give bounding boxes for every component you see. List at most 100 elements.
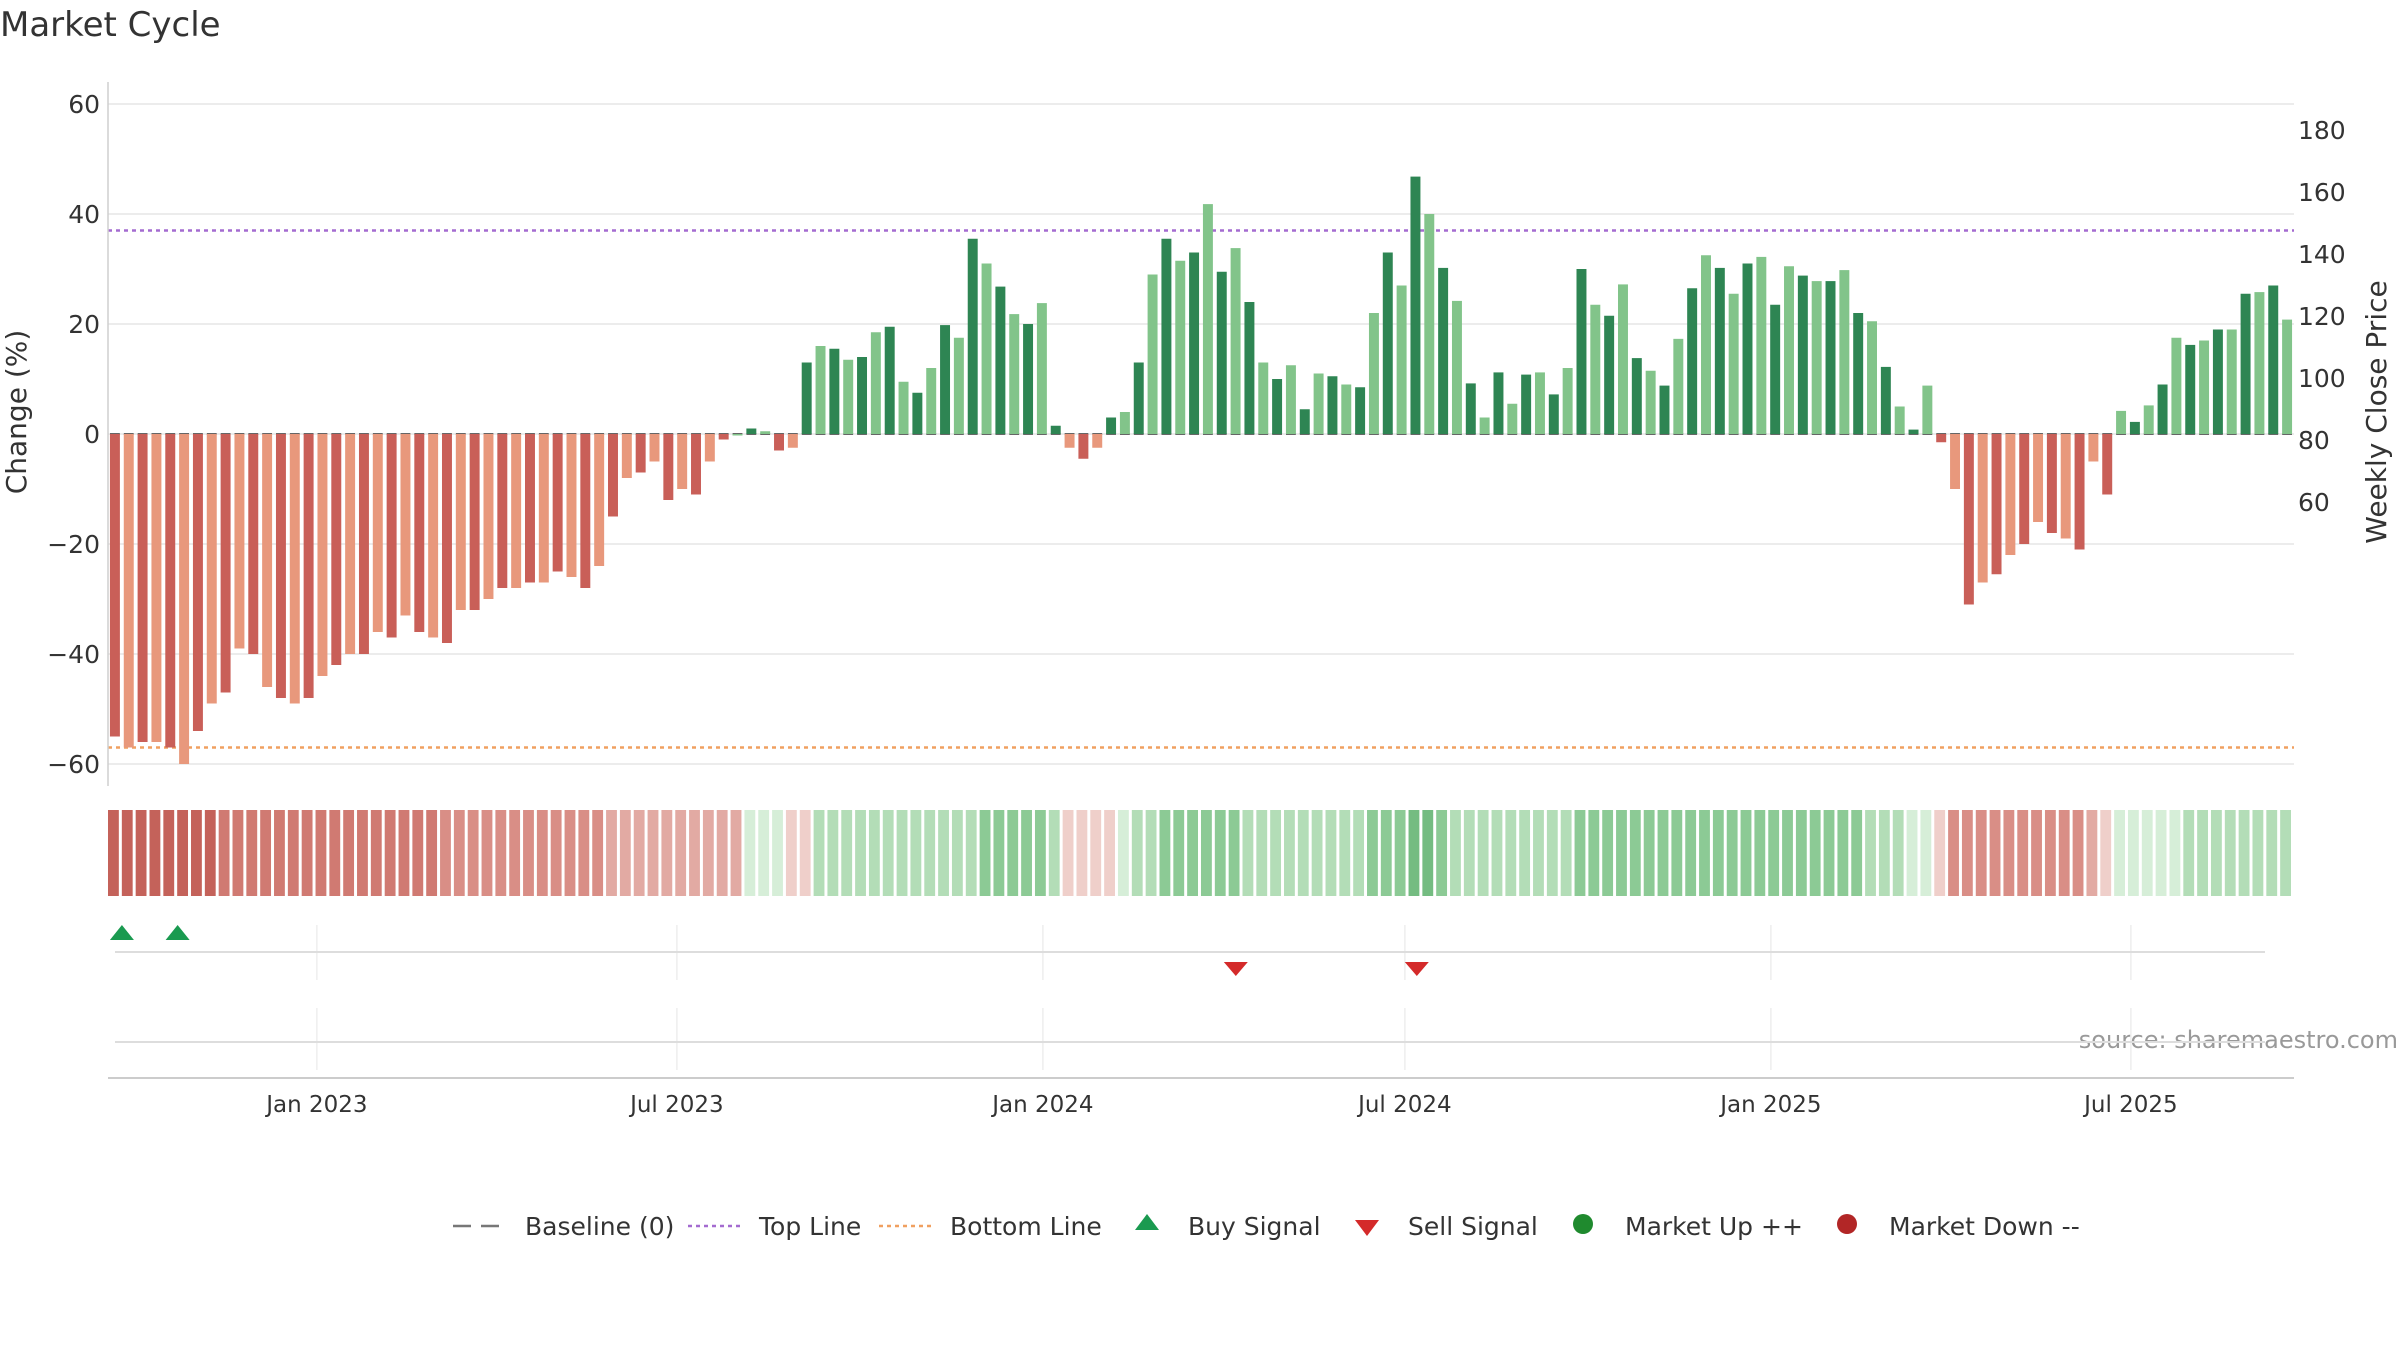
bar <box>469 434 480 610</box>
bar <box>995 286 1006 434</box>
bar <box>1451 300 1462 434</box>
bar <box>1189 252 1200 434</box>
bar <box>1977 434 1988 583</box>
bar <box>262 434 273 687</box>
bar <box>428 434 439 638</box>
bar <box>1341 384 1352 434</box>
bar <box>732 434 743 436</box>
legend-label: Bottom Line <box>950 1212 1102 1241</box>
bar <box>2102 434 2113 495</box>
bar <box>511 434 522 588</box>
heat-cell <box>785 810 797 896</box>
heat-cell <box>2197 810 2208 896</box>
bar <box>1078 434 1089 459</box>
bar <box>192 434 203 731</box>
heat-cell <box>1117 810 1129 896</box>
heat-cell <box>398 810 410 896</box>
buy-signal-marker <box>109 925 134 940</box>
y-left-tick-label: 20 <box>68 310 100 339</box>
heat-cell <box>675 810 687 896</box>
heat-cell <box>868 810 880 896</box>
heat-cell <box>329 810 341 896</box>
axes: 60 40 20 0 −20 −40 −60 180 160 140 120 100 80 60 <box>47 82 2346 786</box>
bar <box>1936 434 1947 443</box>
bar <box>372 434 383 632</box>
heat-cell <box>1297 810 1309 896</box>
bar <box>2143 405 2154 434</box>
legend-item-buy: Buy Signal <box>1135 1212 1321 1241</box>
heat-cell <box>1270 810 1282 896</box>
heat-cell <box>1948 810 1959 896</box>
bar <box>1894 406 1905 434</box>
heat-cell <box>813 810 825 896</box>
heat-cell <box>689 810 700 896</box>
bar <box>552 434 563 572</box>
bar <box>1576 269 1587 434</box>
heat-cell <box>1214 810 1226 896</box>
heat-cell <box>108 810 119 896</box>
heat-cell <box>550 810 562 896</box>
heat-cell <box>2252 810 2264 896</box>
bar <box>220 434 231 693</box>
heat-cell <box>592 810 604 896</box>
bar <box>1368 313 1379 434</box>
bar <box>1839 270 1850 434</box>
bar <box>1258 362 1269 434</box>
bar <box>1175 260 1186 434</box>
bar <box>165 434 176 748</box>
bar <box>109 434 120 737</box>
bar <box>2185 344 2196 434</box>
heat-cell <box>1920 810 1932 896</box>
bar <box>1396 285 1407 434</box>
bar <box>1797 275 1808 434</box>
bar <box>2088 434 2099 462</box>
heat-cell <box>1892 810 1904 896</box>
bar <box>2074 434 2085 550</box>
heat-cell <box>2169 810 2181 896</box>
heat-cell <box>1809 810 1821 896</box>
heat-cell <box>1076 810 1088 896</box>
heat-cell <box>357 810 368 896</box>
bar <box>1050 425 1061 434</box>
bar <box>2254 292 2265 434</box>
heat-cell <box>1546 810 1558 896</box>
heat-cell <box>882 810 894 896</box>
bar <box>386 434 397 638</box>
heat-cell <box>343 810 355 896</box>
legend-buy-icon <box>1135 1214 1159 1230</box>
x-axis: Jan 2023 Jul 2023 Jan 2024 Jul 2024 Jan 2025… <box>108 1077 2294 1118</box>
legend: Baseline (0) Top Line Bottom Line Buy Signa… <box>453 1212 2080 1241</box>
bar <box>774 434 784 451</box>
heat-cell <box>2210 810 2222 896</box>
heat-cell <box>1934 810 1946 896</box>
heat-cell <box>1325 810 1337 896</box>
bar <box>1880 366 1891 434</box>
legend-item-down: Market Down -- <box>1837 1212 2080 1241</box>
heat-cell <box>1353 810 1365 896</box>
heat-cell <box>910 810 922 896</box>
legend-item-baseline: Baseline (0) <box>453 1212 674 1241</box>
bar <box>981 263 992 434</box>
heat-cell <box>1145 810 1157 896</box>
heat-cell <box>1173 810 1185 896</box>
buy-signal-marker <box>165 925 190 940</box>
heat-cell <box>1159 810 1171 896</box>
bar <box>1285 365 1296 434</box>
heat-cell <box>135 810 147 896</box>
bar <box>151 434 162 742</box>
heat-cell <box>702 810 714 896</box>
bar <box>967 238 978 434</box>
bar <box>1756 256 1767 434</box>
bar <box>1133 362 1144 434</box>
legend-label: Top Line <box>758 1212 861 1241</box>
bar <box>1382 252 1393 434</box>
x-tick-label: Jul 2025 <box>2082 1092 2178 1118</box>
heat-cell <box>1837 810 1849 896</box>
heat-cell <box>149 810 161 896</box>
bar <box>621 434 632 478</box>
heat-cell <box>1865 810 1876 896</box>
heat-cell <box>191 810 202 896</box>
bar <box>1825 281 1836 434</box>
heat-cell <box>938 810 949 896</box>
bar <box>940 325 951 434</box>
